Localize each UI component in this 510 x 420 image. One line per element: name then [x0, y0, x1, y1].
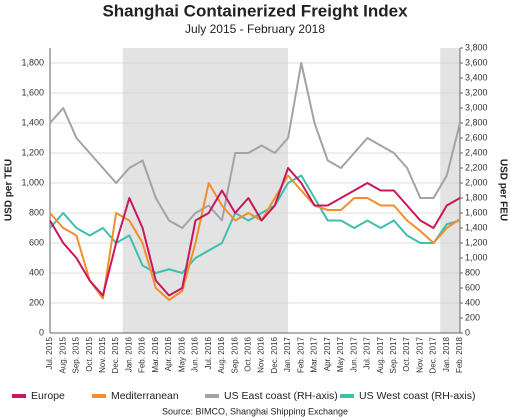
x-tick-label: Apr. 2016 [164, 336, 173, 371]
y2-tick-label: 200 [465, 312, 480, 322]
x-tick-label: Jul. 2015 [45, 336, 54, 369]
series-line [49, 167, 461, 297]
y2-tick-label: 3,800 [465, 42, 488, 52]
x-tick-label: Feb. 2016 [138, 336, 147, 373]
legend-label: Mediterranean [111, 390, 179, 402]
y-axis-label: USD per TEU [4, 159, 15, 221]
y2-tick-label: 400 [465, 297, 480, 307]
x-tick-label: Jan. 2018 [442, 336, 451, 372]
x-tick-label: Dec. 2017 [429, 336, 438, 373]
y-tick-label: 1,600 [21, 87, 44, 97]
x-tick-label: Nov. 2016 [257, 336, 266, 372]
shaded-period [122, 48, 289, 333]
x-tick-label: Feb. 2017 [296, 336, 305, 373]
y2-tick-label: 2,000 [465, 177, 488, 187]
x-tick-label: Mar. 2017 [310, 336, 319, 372]
y2-tick-label: 1,400 [465, 222, 488, 232]
y2-tick-label: 1,200 [465, 237, 488, 247]
chart-subtitle: July 2015 - February 2018 [185, 22, 325, 36]
y2-tick-label: 3,600 [465, 57, 488, 67]
y2-axis-label: USD per FEU [497, 159, 508, 221]
y-tick-label: 200 [29, 297, 44, 307]
x-tick-label: Aug. 2015 [58, 336, 67, 373]
y-tick-label: 0 [39, 327, 44, 337]
x-tick-label: Mar. 2016 [151, 336, 160, 372]
x-tick-label: Feb. 2018 [455, 336, 464, 373]
x-tick-label: Oct. 2016 [243, 336, 252, 371]
x-tick-label: Nov. 2017 [415, 336, 424, 372]
x-tick-label: Dec. 2016 [270, 336, 279, 373]
y-tick-label: 1,400 [21, 117, 44, 127]
x-tick-label: Oct. 2015 [85, 336, 94, 371]
chart-title: Shanghai Containerized Freight Index [102, 1, 408, 20]
legend-label: US West coast (RH-axis) [359, 390, 476, 402]
y-tick-label: 1,800 [21, 57, 44, 67]
y2-tick-label: 0 [465, 327, 470, 337]
x-tick-label: Jul. 2016 [204, 336, 213, 369]
series-line [49, 174, 461, 301]
shaded-period [440, 48, 460, 333]
x-tick-label: Aug. 2016 [217, 336, 226, 373]
x-tick-label: May 2016 [177, 336, 186, 372]
x-tick-label: Jan. 2016 [124, 336, 133, 372]
x-tick-label: Sep. 2015 [72, 336, 81, 373]
x-tick-label: Sep. 2016 [230, 336, 239, 373]
x-tick-label: Apr. 2017 [323, 336, 332, 371]
y2-tick-label: 1,600 [465, 207, 488, 217]
x-tick-label: Jul. 2017 [363, 336, 372, 369]
y2-tick-label: 3,200 [465, 87, 488, 97]
y2-tick-label: 2,800 [465, 117, 488, 127]
x-tick-label: Jun. 2017 [349, 336, 358, 372]
x-tick-label: Oct. 2017 [402, 336, 411, 371]
y2-tick-label: 600 [465, 282, 480, 292]
y2-tick-label: 2,600 [465, 132, 488, 142]
y-tick-label: 800 [29, 207, 44, 217]
legend-label: US East coast (RH-axis) [224, 390, 338, 402]
x-tick-label: Sep. 2017 [389, 336, 398, 373]
x-tick-label: Jun. 2016 [191, 336, 200, 372]
y2-tick-label: 1,800 [465, 192, 488, 202]
y2-tick-label: 1,000 [465, 252, 488, 262]
y-tick-label: 600 [29, 237, 44, 247]
x-tick-label: Nov. 2015 [98, 336, 107, 372]
x-tick-label: Aug. 2017 [376, 336, 385, 373]
x-tick-label: Dec. 2015 [111, 336, 120, 373]
y2-tick-label: 800 [465, 267, 480, 277]
source: Source: BIMCO, Shanghai Shipping Exchang… [162, 406, 348, 416]
y2-tick-label: 3,400 [465, 72, 488, 82]
series-line [49, 62, 461, 229]
y2-tick-label: 2,400 [465, 147, 488, 157]
legend-label: Europe [31, 390, 65, 402]
x-tick-label: May 2017 [336, 336, 345, 372]
y2-tick-label: 3,000 [465, 102, 488, 112]
x-tick-label: Jan. 2017 [283, 336, 292, 372]
y-tick-label: 1,200 [21, 147, 44, 157]
y-tick-label: 1,000 [21, 177, 44, 187]
y2-tick-label: 2,200 [465, 162, 488, 172]
y-tick-label: 400 [29, 267, 44, 277]
